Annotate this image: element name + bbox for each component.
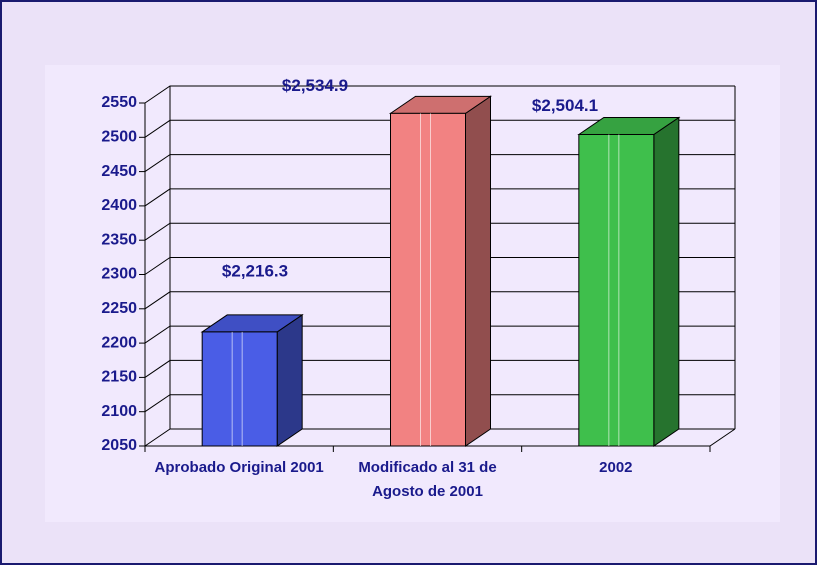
y-tick-label: 2500 (101, 129, 137, 146)
y-tick-label: 2150 (101, 369, 137, 386)
grid-line (144, 85, 735, 104)
y-tick-label: 2400 (101, 197, 137, 214)
value-label: $2,534.9 (282, 76, 348, 95)
grid-line (144, 154, 735, 173)
grid-line (144, 257, 735, 275)
y-tick-label: 2350 (101, 231, 137, 248)
bar-side (653, 116, 680, 447)
x-tick-label: Aprobado Original 2001 (154, 459, 324, 476)
value-label: $2,216.3 (222, 261, 288, 280)
grid-line (144, 222, 735, 241)
y-tick-label: 2300 (101, 266, 137, 283)
bar (578, 133, 655, 447)
bar-side (465, 95, 491, 447)
grid-line (144, 188, 735, 207)
grid-line (144, 428, 735, 447)
x-tick-label: 2002 (599, 459, 633, 476)
y-tick-label: 2100 (101, 403, 137, 420)
grid-line (144, 119, 735, 138)
value-label: $2,504.1 (532, 96, 598, 115)
y-tick-label: 2250 (101, 300, 137, 317)
bar-side (276, 313, 303, 447)
grid-line (144, 291, 735, 310)
bar (390, 112, 466, 447)
y-tick-label: 2200 (101, 334, 137, 351)
grid-line (144, 359, 735, 378)
grid-line (144, 325, 735, 344)
y-tick-label: 2050 (101, 437, 137, 454)
bar (201, 331, 278, 447)
y-tick-label: 2450 (101, 163, 137, 180)
y-tick-label: 2550 (101, 94, 137, 111)
grid-line (144, 394, 735, 413)
x-tick-label: Modificado al 31 de Agosto de 2001 (358, 459, 497, 500)
